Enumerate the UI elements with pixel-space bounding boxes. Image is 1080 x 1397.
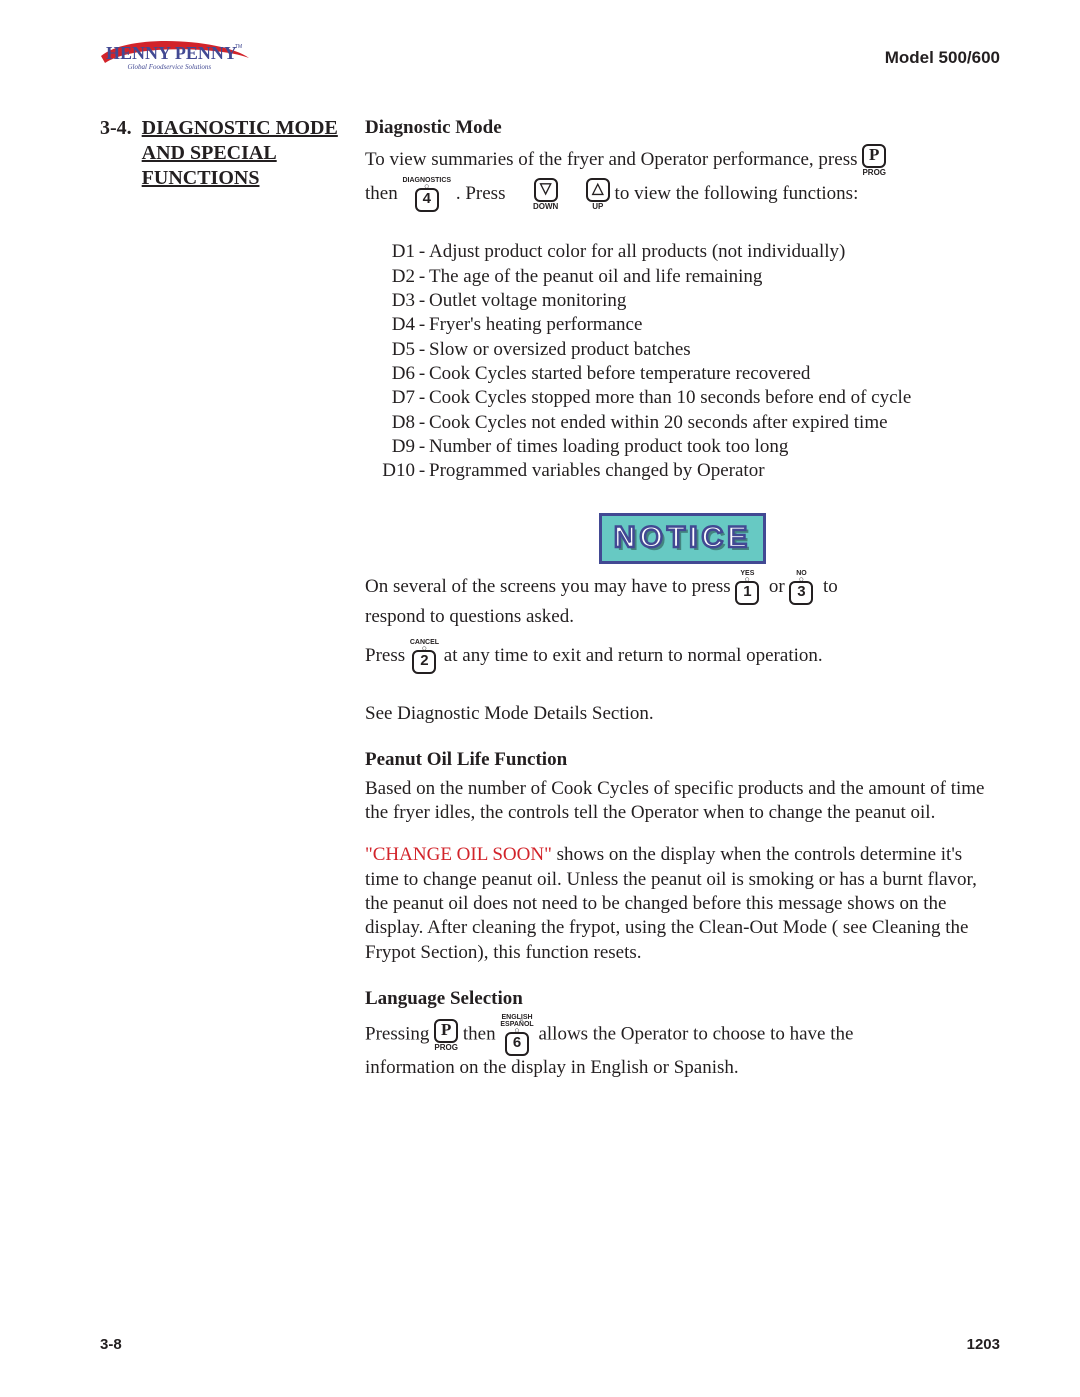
language-heading: Language Selection [365, 987, 1000, 1011]
d-desc: Fryer's heating performance [429, 313, 1000, 337]
notice-banner: NOTICE [365, 513, 1000, 563]
d-dash: - [415, 338, 429, 362]
d-desc: Adjust product color for all products (n… [429, 240, 1000, 264]
see-details-text: See Diagnostic Mode Details Section. [365, 702, 1000, 726]
notice-text-a: On several of the screens you may have t… [365, 576, 731, 597]
notice-text-b: or [769, 576, 785, 597]
diagnostic-list-item: D7-Cook Cycles stopped more than 10 seco… [365, 386, 1000, 410]
cancel-text-a: Press [365, 645, 405, 666]
prog-key-icon-2: P PROG [434, 1019, 458, 1052]
language-block: Language Selection Pressing P PROG then … [365, 987, 1000, 1080]
d-dash: - [415, 386, 429, 410]
d-dash: - [415, 435, 429, 459]
notice-text-c: to [823, 576, 838, 597]
intro-text-2c: to view the following functions: [615, 183, 859, 204]
d-code: D3 [365, 289, 415, 313]
d-code: D6 [365, 362, 415, 386]
diagnostic-list-item: D6-Cook Cycles started before temperatur… [365, 362, 1000, 386]
d-dash: - [415, 459, 429, 483]
model-label: Model 500/600 [885, 48, 1000, 68]
diagnostic-list-item: D9-Number of times loading product took … [365, 435, 1000, 459]
diagnostic-list-item: D10-Programmed variables changed by Oper… [365, 459, 1000, 483]
diagnostics-key-icon: DIAGNOSTICS ○ 4 [402, 177, 451, 212]
d-code: D2 [365, 265, 415, 289]
diagnostic-list-item: D8-Cook Cycles not ended within 20 secon… [365, 411, 1000, 435]
intro-text-2a: then [365, 183, 398, 204]
no-key-icon: NO ○ 3 [789, 570, 813, 605]
d-code: D9 [365, 435, 415, 459]
lang-text-b: then [463, 1024, 496, 1045]
oil-heading: Peanut Oil Life Function [365, 748, 1000, 772]
language-text: Pressing P PROG then ENGLISH ESPAÑOL ○ 6… [365, 1015, 1000, 1080]
change-oil-soon-label: "CHANGE OIL SOON" [365, 844, 552, 865]
d-code: D7 [365, 386, 415, 410]
language-key-icon: ENGLISH ESPAÑOL ○ 6 [500, 1015, 533, 1056]
d-desc: Outlet voltage monitoring [429, 289, 1000, 313]
logo-text: HENNY PENNY [106, 43, 237, 63]
down-key-icon: ▽ DOWN [533, 178, 558, 211]
peanut-oil-block: Peanut Oil Life Function Based on the nu… [365, 748, 1000, 965]
brand-logo: HENNY PENNY TM Global Foodservice Soluti… [100, 36, 250, 85]
section-title-l1: DIAGNOSTIC MODE [142, 117, 338, 139]
d-code: D1 [365, 240, 415, 264]
lang-text-d: information on the display in English or… [365, 1057, 739, 1078]
diagnostic-functions-list: D1-Adjust product color for all products… [365, 240, 1000, 483]
d-code: D5 [365, 338, 415, 362]
oil-para1: Based on the number of Cook Cycles of sp… [365, 777, 1000, 826]
oil-para2: "CHANGE OIL SOON" shows on the display w… [365, 843, 1000, 965]
diagnostic-list-item: D3-Outlet voltage monitoring [365, 289, 1000, 313]
d-desc: Programmed variables changed by Operator [429, 459, 1000, 483]
d-desc: Number of times loading product took too… [429, 435, 1000, 459]
intro-text-1: To view summaries of the fryer and Opera… [365, 149, 857, 170]
up-key-icon: △ UP [586, 178, 610, 211]
d-dash: - [415, 240, 429, 264]
page-number-right: 1203 [967, 1336, 1000, 1353]
d-dash: - [415, 313, 429, 337]
d-dash: - [415, 362, 429, 386]
diagnostic-list-item: D5-Slow or oversized product batches [365, 338, 1000, 362]
d-dash: - [415, 289, 429, 313]
section-title-l3: FUNCTIONS [142, 167, 260, 189]
d-dash: - [415, 411, 429, 435]
d-code: D4 [365, 313, 415, 337]
notice-text-d: respond to questions asked. [365, 606, 574, 627]
diagnostic-list-item: D2-The age of the peanut oil and life re… [365, 265, 1000, 289]
d-desc: The age of the peanut oil and life remai… [429, 265, 1000, 289]
yes-key-icon: YES ○ 1 [735, 570, 759, 605]
cancel-text: Press CANCEL ○ 2 at any time to exit and… [365, 639, 1000, 674]
intro-text-2b: . Press [456, 183, 506, 204]
section-heading-sidebar: 3-4.DIAGNOSTIC MODE 3-4.AND SPECIAL 3-4.… [100, 116, 365, 1102]
d-desc: Cook Cycles started before temperature r… [429, 362, 1000, 386]
section-number: 3-4. [100, 116, 132, 141]
diagnostic-heading: Diagnostic Mode [365, 116, 1000, 140]
diagnostic-list-item: D1-Adjust product color for all products… [365, 240, 1000, 264]
page-number-left: 3-8 [100, 1336, 122, 1353]
prog-key-icon: P PROG [862, 144, 886, 177]
d-code: D8 [365, 411, 415, 435]
logo-tagline: Global Foodservice Solutions [128, 63, 212, 71]
d-desc: Cook Cycles stopped more than 10 seconds… [429, 386, 1000, 410]
section-title-l2: AND SPECIAL [142, 142, 277, 164]
lang-text-a: Pressing [365, 1024, 429, 1045]
diagnostic-intro: To view summaries of the fryer and Opera… [365, 144, 1000, 212]
logo-svg: HENNY PENNY TM Global Foodservice Soluti… [100, 36, 250, 80]
diagnostic-list-item: D4-Fryer's heating performance [365, 313, 1000, 337]
notice-text: On several of the screens you may have t… [365, 570, 1000, 629]
logo-tm: TM [235, 44, 242, 50]
d-desc: Slow or oversized product batches [429, 338, 1000, 362]
cancel-key-icon: CANCEL ○ 2 [410, 639, 439, 674]
diagnostic-mode-block: Diagnostic Mode To view summaries of the… [365, 116, 1000, 726]
notice-label: NOTICE [599, 513, 766, 563]
d-desc: Cook Cycles not ended within 20 seconds … [429, 411, 1000, 435]
d-code: D10 [365, 459, 415, 483]
cancel-text-b: at any time to exit and return to normal… [444, 645, 823, 666]
d-dash: - [415, 265, 429, 289]
lang-text-c: allows the Operator to choose to have th… [538, 1024, 853, 1045]
